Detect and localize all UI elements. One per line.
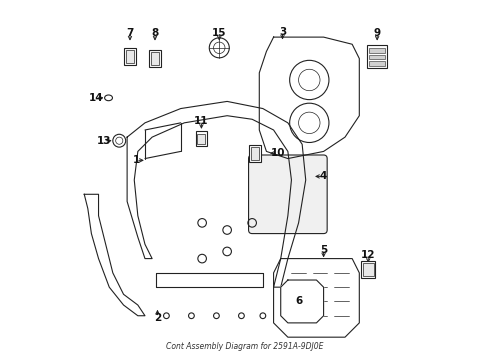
Text: 2: 2 (154, 312, 161, 323)
Text: 12: 12 (361, 250, 375, 260)
Polygon shape (273, 258, 359, 337)
Text: 5: 5 (320, 245, 327, 255)
Text: Cont Assembly Diagram for 2591A-9DJ0E: Cont Assembly Diagram for 2591A-9DJ0E (166, 342, 324, 351)
Text: 10: 10 (270, 148, 285, 158)
Polygon shape (281, 280, 323, 323)
FancyBboxPatch shape (248, 155, 327, 234)
Text: 7: 7 (126, 28, 134, 38)
Bar (369, 48, 385, 53)
Text: 14: 14 (88, 93, 103, 103)
Bar (197, 134, 205, 144)
Text: 8: 8 (151, 28, 159, 38)
Polygon shape (84, 194, 145, 316)
Text: 1: 1 (132, 156, 140, 165)
Text: 13: 13 (97, 136, 111, 146)
Bar (249, 145, 261, 162)
Polygon shape (127, 102, 306, 287)
Bar (126, 50, 134, 63)
Text: 9: 9 (373, 28, 381, 38)
Bar (251, 147, 259, 159)
Text: 3: 3 (279, 27, 286, 37)
Text: 11: 11 (194, 116, 209, 126)
Bar (196, 131, 207, 147)
Bar (368, 45, 387, 68)
Bar (151, 52, 159, 65)
Polygon shape (259, 37, 359, 158)
Bar (149, 50, 161, 67)
Text: 6: 6 (295, 296, 302, 306)
Bar (369, 61, 385, 66)
Bar (369, 55, 385, 59)
Text: 4: 4 (320, 171, 327, 181)
Text: 15: 15 (212, 28, 226, 38)
Bar (124, 48, 136, 65)
Ellipse shape (104, 95, 113, 101)
Bar (363, 263, 373, 276)
Bar (362, 261, 375, 278)
